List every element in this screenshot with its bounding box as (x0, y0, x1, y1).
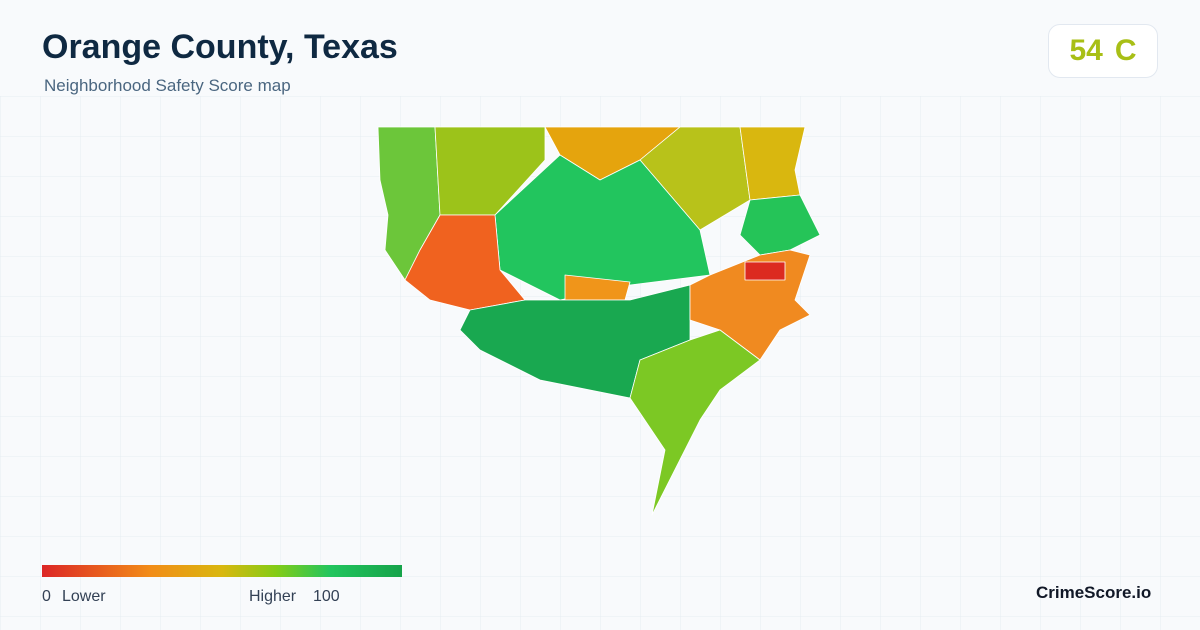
region (744, 261, 786, 281)
region (739, 126, 806, 201)
neighborhoods (377, 126, 821, 516)
score-badge: 54 C (1048, 24, 1158, 78)
legend-min-label: Lower (62, 588, 106, 605)
region (639, 126, 751, 231)
brand: CrimeScore.io (1036, 583, 1152, 602)
legend-min: 0 (42, 588, 51, 605)
region (494, 154, 711, 301)
legend-max: 100 (313, 588, 340, 605)
title: Orange County, Texas (42, 28, 398, 66)
region (629, 329, 761, 516)
legend-max-label: Higher (249, 588, 297, 605)
legend-gradient (42, 565, 402, 577)
score-grade: C (1114, 34, 1137, 67)
subtitle: Neighborhood Safety Score map (44, 76, 291, 95)
region (404, 214, 526, 311)
score-value: 54 (1069, 34, 1103, 67)
region (434, 126, 546, 216)
